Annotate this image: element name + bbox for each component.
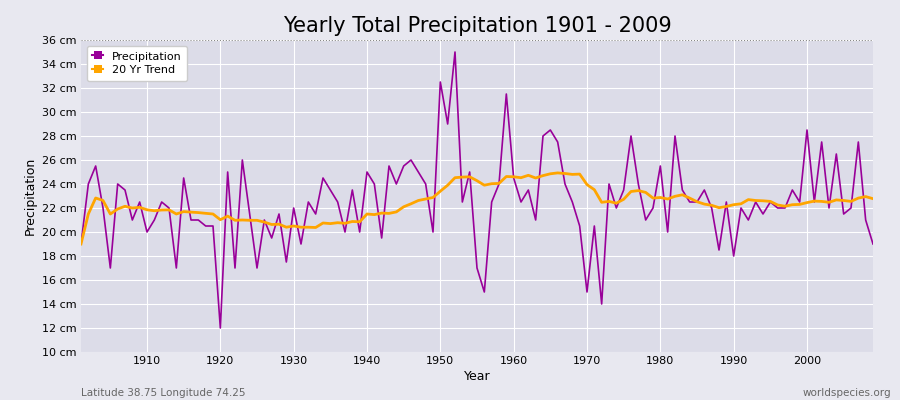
Title: Yearly Total Precipitation 1901 - 2009: Yearly Total Precipitation 1901 - 2009 <box>283 16 671 36</box>
Text: worldspecies.org: worldspecies.org <box>803 388 891 398</box>
Y-axis label: Precipitation: Precipitation <box>23 157 37 235</box>
X-axis label: Year: Year <box>464 370 490 383</box>
Text: Latitude 38.75 Longitude 74.25: Latitude 38.75 Longitude 74.25 <box>81 388 246 398</box>
Legend: Precipitation, 20 Yr Trend: Precipitation, 20 Yr Trend <box>86 46 187 81</box>
